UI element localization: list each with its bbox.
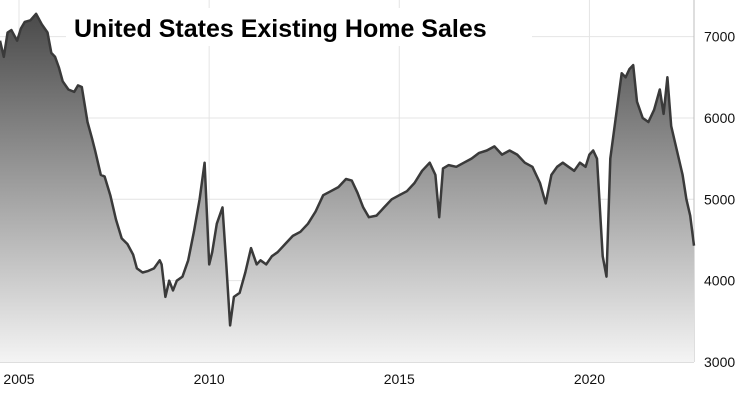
y-tick-label-3000: 3000 (704, 354, 735, 370)
sales-area-fill (0, 13, 694, 363)
x-tick-label-2010: 2010 (194, 371, 225, 387)
sales-series-line (0, 12, 696, 327)
y-axis-ticks: 3000 4000 5000 6000 7000 (704, 29, 735, 370)
x-tick-label-2015: 2015 (384, 371, 415, 387)
title-background (66, 8, 532, 46)
y-tick-label-6000: 6000 (704, 110, 735, 126)
y-tick-label-4000: 4000 (704, 273, 735, 289)
x-axis-ticks: 2005 2010 2015 2020 (3, 371, 605, 387)
y-tick-label-7000: 7000 (704, 29, 735, 45)
y-tick-label-5000: 5000 (704, 191, 735, 207)
x-tick-label-2020: 2020 (574, 371, 605, 387)
x-tick-label-2005: 2005 (3, 371, 34, 387)
chart-title: United States Existing Home Sales (74, 15, 487, 43)
